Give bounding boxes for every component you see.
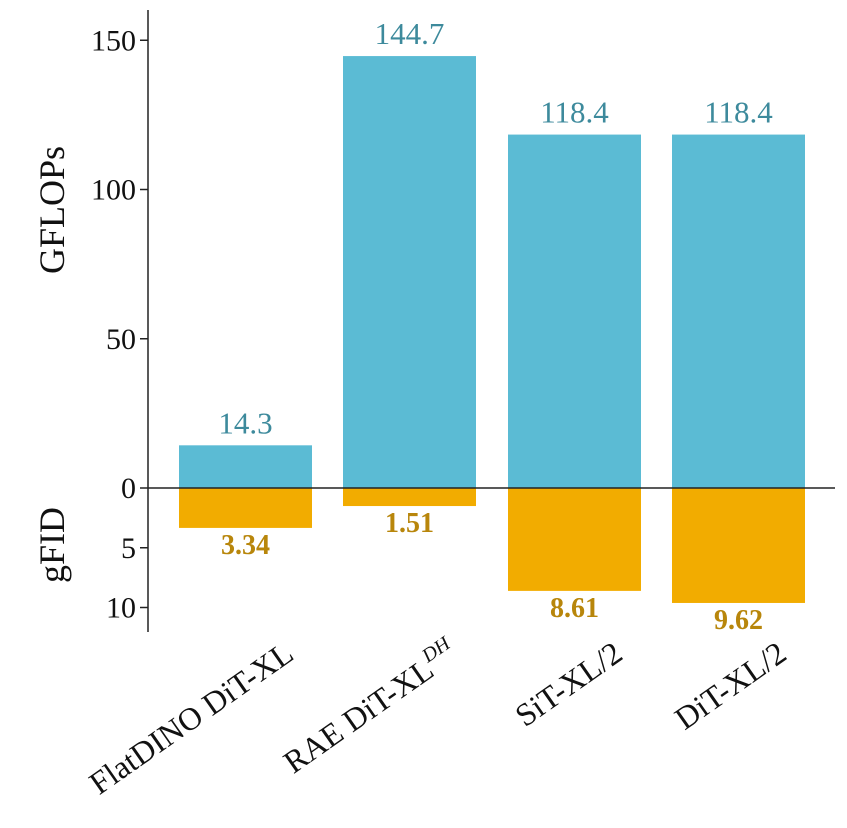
category-label: RAE DiT-XLDH — [276, 632, 465, 780]
gfid-value-labels: 3.34 1.51 8.61 9.62 — [221, 508, 763, 636]
gflops-bar — [672, 134, 805, 489]
gflops-value-label: 144.7 — [375, 16, 445, 51]
gflops-tick-label: 0 — [121, 472, 136, 505]
gfid-value-label: 9.62 — [714, 605, 763, 636]
gfid-value-label: 8.61 — [550, 593, 599, 624]
gfid-axis-title: gFID — [32, 507, 72, 583]
gfid-value-label: 1.51 — [385, 508, 434, 539]
gfid-tick-label: 10 — [106, 592, 136, 625]
gfid-bar — [508, 488, 641, 591]
gflops-bar — [508, 134, 641, 489]
gflops-bars — [179, 56, 805, 489]
gfid-ticks: 5 10 — [106, 532, 148, 625]
gfid-bar — [179, 488, 312, 528]
gfid-bar — [672, 488, 805, 603]
gfid-tick-label: 5 — [121, 532, 136, 565]
gfid-value-label: 3.34 — [221, 530, 270, 561]
category-label: FlatDINO DiT-XL — [83, 634, 300, 801]
category-label: SiT-XL/2 — [508, 634, 628, 733]
gflops-bar — [179, 445, 312, 488]
gflops-value-labels: 14.3 144.7 118.4 118.4 — [218, 16, 773, 440]
gflops-value-label: 118.4 — [704, 95, 773, 130]
gflops-value-label: 14.3 — [218, 405, 272, 440]
gflops-tick-label: 50 — [106, 323, 136, 356]
gflops-tick-label: 100 — [91, 174, 136, 207]
gflops-bar — [343, 56, 476, 489]
category-label: DiT-XL/2 — [668, 634, 793, 736]
gflops-value-label: 118.4 — [540, 95, 609, 130]
gflops-tick-label: 150 — [91, 24, 136, 57]
gfid-bar — [343, 488, 476, 507]
gflops-ticks: 0 50 100 150 — [91, 24, 148, 505]
gflops-axis-title: GFLOPs — [32, 146, 72, 274]
gfid-bars — [179, 488, 805, 603]
